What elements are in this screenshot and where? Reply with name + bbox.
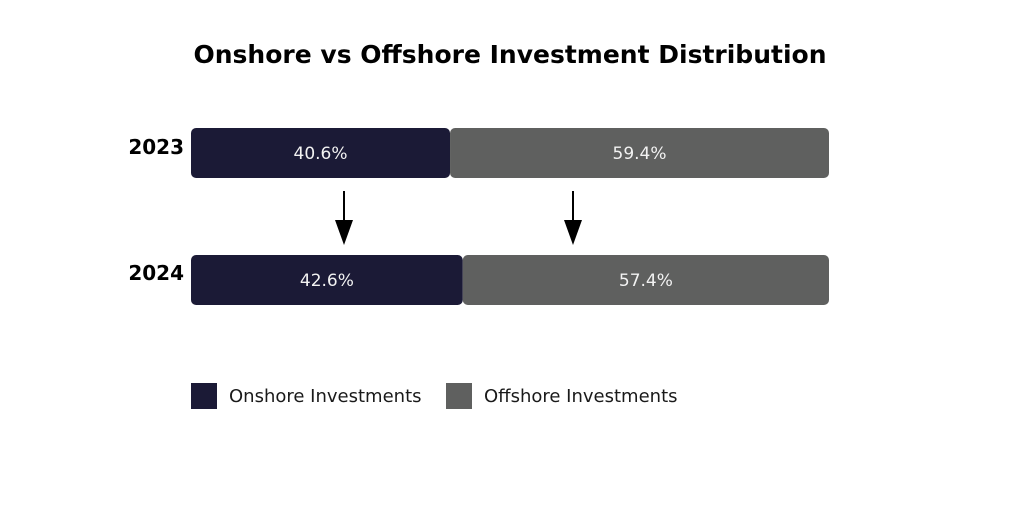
legend-swatch-offshore xyxy=(446,383,472,409)
category-label-2024: 2024 xyxy=(128,261,184,285)
data-label-2023-offshore: 59.4% xyxy=(613,144,667,164)
chart-title: Onshore vs Offshore Investment Distribut… xyxy=(194,40,827,69)
data-label-2023-onshore: 40.6% xyxy=(294,144,348,164)
bar-2024-offshore xyxy=(462,255,829,305)
legend-swatch-onshore xyxy=(191,383,217,409)
bar-2024-onshore xyxy=(191,255,463,305)
data-label-2024-onshore: 42.6% xyxy=(300,271,354,291)
legend-label-offshore: Offshore Investments xyxy=(484,386,678,407)
bar-2023-offshore xyxy=(450,128,829,178)
arrow-onshore-icon xyxy=(335,191,353,245)
arrow-offshore-icon xyxy=(564,191,582,245)
bar-2023-onshore xyxy=(191,128,451,178)
data-label-2024-offshore: 57.4% xyxy=(619,271,673,291)
legend-label-onshore: Onshore Investments xyxy=(229,386,422,407)
category-label-2023: 2023 xyxy=(128,135,184,159)
